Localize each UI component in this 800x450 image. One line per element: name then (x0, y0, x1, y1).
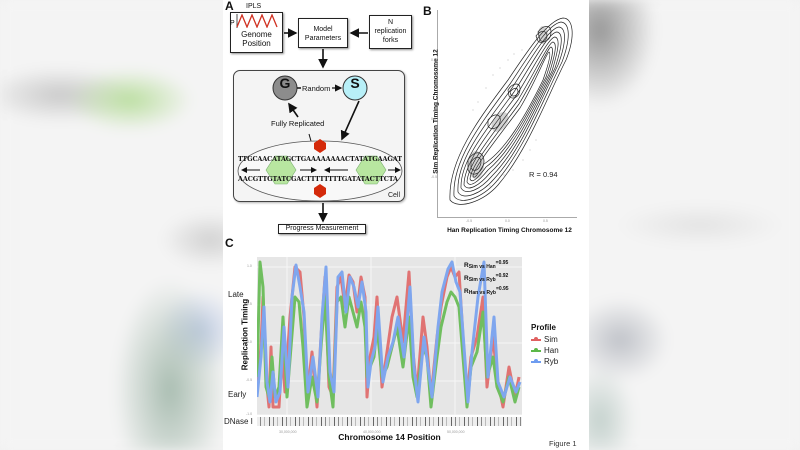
panel-b-xtick-2: 0.0 (505, 219, 510, 223)
dnase-track-label: DNase I (224, 417, 253, 426)
panel-b-ytick-1: 0.5 (431, 58, 436, 62)
cell-diagram (237, 75, 403, 202)
panel-b-ytick-3: -0.5 (431, 175, 438, 179)
ipls-curve-icon (236, 14, 278, 28)
ipls-y-label: P (230, 20, 235, 27)
ipls-box: P Genome Position (230, 12, 283, 53)
legend-swatch-han-icon (531, 347, 541, 352)
state-s-label: S (350, 75, 360, 91)
model-parameters-box: Model Parameters (298, 18, 348, 48)
legend-title: Profile (531, 323, 556, 332)
panel-b-letter: B (423, 4, 432, 18)
replication-forks-box: N replication forks (369, 15, 412, 49)
replication-timing-traces (255, 257, 522, 416)
panel-c-xtick-2: 40,000,000 (363, 430, 381, 434)
legend-swatch-sim-icon (531, 336, 541, 341)
panel-c-letter: C (225, 236, 234, 250)
cell-label: Cell (387, 192, 400, 199)
model-line-2: Parameters (304, 35, 342, 42)
panel-c-x-axis-label: Chromosome 14 Position (338, 432, 441, 442)
contour-plot (449, 17, 573, 205)
state-g-label: G (279, 75, 291, 91)
panel-b-xtick-3: 0.5 (543, 219, 548, 223)
panel-a-letter: A (225, 0, 234, 13)
panel-b-ytick-2: 0.0 (431, 117, 436, 121)
legend-item-han: Han (531, 345, 559, 356)
legend: Profile Sim Han Ryb (531, 323, 559, 367)
corr-sim-han: RSim vs Han=0.95 (464, 260, 509, 271)
fully-replicated-label: Fully Replicated (271, 119, 325, 128)
panel-b-y-axis-label: Sim Replication Timing Chromosome 12 (432, 49, 440, 174)
panel-c-y-axis-label: Replication Timing (240, 298, 250, 371)
legend-item-ryb: Ryb (531, 356, 559, 367)
panel-c-xtick-1: 30,000,000 (279, 430, 297, 434)
panel-c-ytick-3: 0.0 (247, 340, 252, 344)
forks-line-3: forks (382, 37, 399, 44)
random-label: Random (302, 84, 331, 93)
figure-caption-label: Figure 1 (549, 439, 577, 448)
ipls-x-label-2: Position (242, 39, 271, 48)
model-line-1: Model (313, 26, 333, 33)
figure-1: A P Genome Position IPLS Model Parameter… (223, 0, 589, 450)
panel-c-ytick-4: -0.5 (246, 378, 253, 382)
early-label: Early (228, 390, 247, 399)
legend-item-sim: Sim (531, 334, 559, 345)
panel-c-ytick-5: -1.0 (246, 412, 253, 416)
dna-top-strand: TTGCAACATAGCTGAAAAAAAACTATATGAAGAT (238, 155, 402, 163)
panel-c-plot-area (255, 257, 522, 416)
dnase-track (257, 417, 522, 426)
panel-b-x-axis-label: Han Replication Timing Chromosome 12 (447, 227, 572, 234)
forks-line-1: N (387, 19, 394, 26)
forks-line-2: replication (374, 28, 407, 35)
panel-c-xtick-3: 50,000,000 (447, 430, 465, 434)
panel-b-plot-area (437, 10, 577, 218)
legend-swatch-ryb-icon (531, 358, 541, 363)
correlation-annotation: R = 0.94 (529, 170, 558, 179)
dna-bottom-strand: AACGTTGTATCGACTTTTTTTTGATATACTTCTA (238, 175, 398, 183)
panel-c-ytick-2: 0.5 (247, 302, 252, 306)
panel-a-arrows (284, 28, 368, 223)
ipls-x-label-1: Genome (241, 30, 272, 39)
late-label: Late (228, 290, 244, 299)
correlation-box: RSim vs Han=0.95 RSim vs Ryb=0.92 RHan v… (464, 259, 509, 298)
panel-c-ytick-1: 1.0 (247, 264, 252, 268)
ipls-title: IPLS (246, 3, 262, 10)
corr-sim-ryb: RSim vs Ryb=0.92 (464, 273, 509, 284)
panel-b-xtick-1: -0.5 (466, 219, 473, 223)
progress-measurement-box: Progress Measurement (278, 224, 366, 234)
corr-han-ryb: RHan vs Ryb=0.95 (464, 286, 509, 297)
cell-container: G S Random Fully Replicated TTGCAACATAGC… (233, 70, 405, 202)
